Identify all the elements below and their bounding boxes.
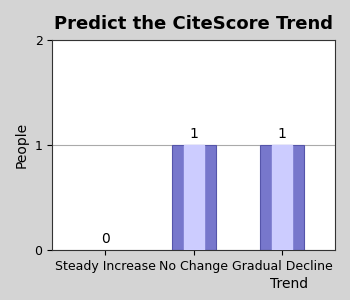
Bar bbox=[260, 145, 304, 250]
Text: Trend: Trend bbox=[270, 277, 308, 291]
Text: 0: 0 bbox=[101, 232, 110, 246]
Text: 1: 1 bbox=[189, 127, 198, 141]
Bar bbox=[184, 145, 204, 250]
Text: 1: 1 bbox=[278, 127, 286, 141]
Bar bbox=[272, 145, 292, 250]
Bar bbox=[172, 145, 216, 250]
Y-axis label: People: People bbox=[15, 122, 29, 168]
Title: Predict the CiteScore Trend: Predict the CiteScore Trend bbox=[54, 15, 333, 33]
